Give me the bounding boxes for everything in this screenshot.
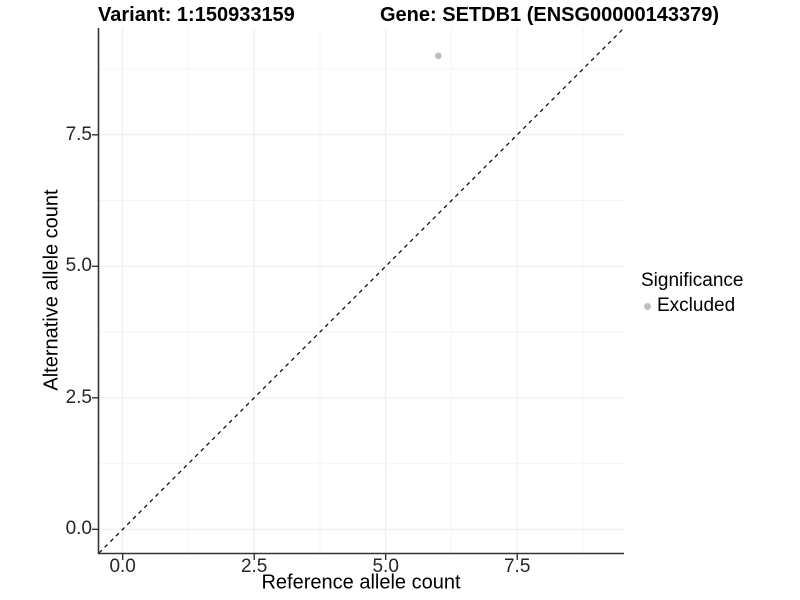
x-tick-label: 0.0	[109, 556, 136, 577]
identity-line	[98, 27, 625, 554]
y-tick-label: 5.0	[65, 255, 92, 277]
plot-title-gene: Gene: SETDB1 (ENSG00000143379)	[380, 4, 720, 26]
x-axis-title: Reference allele count	[261, 571, 461, 594]
y-tick-label: 7.5	[65, 123, 92, 145]
legend-title: Significance	[641, 270, 744, 291]
y-axis-title: Alternative allele count	[40, 189, 63, 391]
x-tick-label: 7.5	[503, 556, 531, 577]
legend-item-excluded: Excluded	[641, 295, 743, 317]
y-tick-label: 0.0	[65, 518, 92, 540]
legend: Significance Excluded	[641, 270, 743, 317]
data-point	[434, 52, 442, 60]
x-tick-label: 5.0	[372, 556, 399, 577]
legend-point-icon	[644, 302, 651, 310]
x-tick-label: 2.5	[240, 556, 268, 577]
plot-title-variant: Variant: 1:150933159	[98, 4, 295, 26]
y-tick-label: 2.5	[65, 386, 92, 408]
legend-item-label: Excluded	[657, 295, 736, 316]
